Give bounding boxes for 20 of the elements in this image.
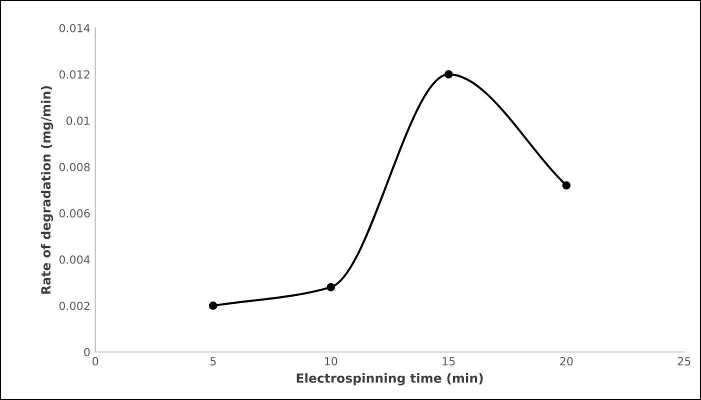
- point: [326, 283, 336, 292]
- x-tick-label: 0: [92, 357, 98, 366]
- x-tick-label: 20: [560, 357, 573, 366]
- y-tick-label: 0.006: [59, 209, 90, 218]
- y-tick-label: 0.012: [59, 70, 90, 79]
- y-tick-label: 0.014: [59, 24, 90, 32]
- x-tick-label: 10: [325, 357, 338, 366]
- y-tick-label: 0.004: [59, 255, 90, 264]
- point: [208, 302, 218, 310]
- y-tick-label: 0.008: [59, 162, 90, 172]
- y-tick-label: 0.002: [59, 302, 90, 310]
- x-tick-label: 25: [678, 357, 690, 366]
- x-tick-label: 5: [210, 357, 216, 366]
- y-axis-title: Rate of degradation (mg/min): [40, 86, 54, 294]
- x-tick-label: 15: [442, 357, 455, 366]
- y-tick-label: 0: [84, 348, 90, 356]
- point: [562, 181, 571, 190]
- x-axis-title: Electrospinning time (min): [296, 373, 483, 386]
- point: [444, 70, 453, 78]
- y-tick-label: 0.01: [66, 116, 90, 125]
